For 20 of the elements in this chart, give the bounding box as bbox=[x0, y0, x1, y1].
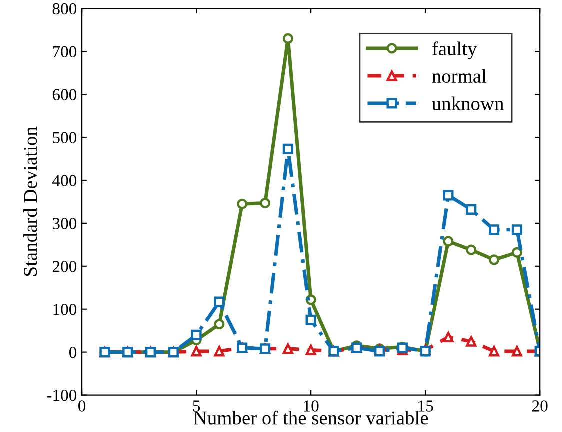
y-tick-label: 600 bbox=[52, 89, 77, 101]
x-tick-label: 0 bbox=[78, 400, 86, 412]
y-tick-label: 0 bbox=[69, 347, 77, 358]
y-tick-label: 200 bbox=[52, 261, 77, 272]
y-tick-label: 400 bbox=[52, 175, 77, 186]
legend-label: unknown bbox=[432, 96, 504, 110]
x-tick-label: 10 bbox=[304, 400, 319, 412]
y-tick-label: 500 bbox=[53, 132, 77, 144]
y-tick-label: 100 bbox=[54, 304, 77, 316]
x-tick-label: 15 bbox=[418, 400, 434, 412]
x-tick-label: 5 bbox=[193, 400, 200, 412]
y-axis-title: Standard Deviation bbox=[23, 126, 38, 276]
y-tick-label: 300 bbox=[52, 218, 77, 230]
y-tick-label: 700 bbox=[53, 46, 77, 58]
x-axis-title: Number of the sensor variable bbox=[194, 410, 428, 425]
legend-label: faulty bbox=[432, 42, 478, 60]
legend-label: normal bbox=[432, 69, 487, 84]
y-tick-label: 800 bbox=[52, 3, 77, 15]
y-tick-label: -100 bbox=[47, 390, 77, 402]
x-tick-label: 20 bbox=[532, 400, 548, 412]
